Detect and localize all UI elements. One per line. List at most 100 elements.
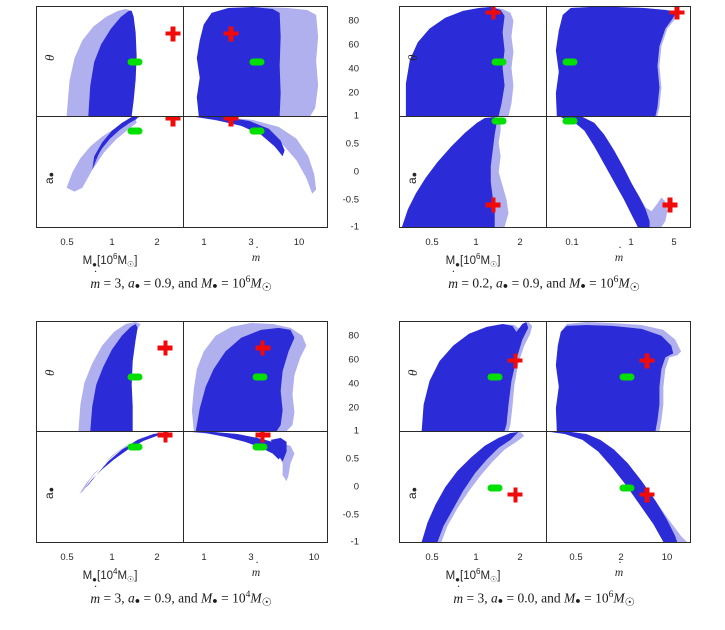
ylabel-theta: θ [42, 369, 57, 376]
panel-caption: m = 3, a● = 0.9, and M● = 106M☉ [0, 267, 362, 295]
xtick: 0.1 [565, 237, 579, 248]
subplot-spin-vs-mdot [183, 431, 328, 543]
ytick: 60 [348, 354, 359, 366]
subplot-theta-vs-mdot [546, 6, 691, 117]
xtick: 1 [201, 552, 207, 563]
xtick: 0.5 [425, 552, 439, 563]
contour-region [184, 432, 327, 542]
xtick: 1 [109, 552, 115, 563]
ylabel-theta: θ [405, 369, 420, 376]
ytick: -1 [350, 536, 359, 548]
subplot-theta-vs-mass [399, 6, 547, 117]
xtick: 3 [248, 552, 254, 563]
panel-caption: m = 3, a● = 0.0, and M● = 106M☉ [363, 582, 725, 610]
subplot-spin-vs-mass [399, 116, 547, 228]
xtick: 2 [517, 237, 523, 248]
subplot-theta-vs-mdot [546, 321, 691, 432]
xtick: 1 [473, 237, 479, 248]
subplot-theta-vs-mdot [183, 321, 328, 432]
xtick: 0.5 [569, 552, 583, 563]
xtick: 3 [248, 237, 254, 248]
subplot-theta-vs-mdot [183, 6, 328, 117]
xlabel-mdot: m [615, 558, 623, 579]
xtick: 2 [154, 237, 160, 248]
xtick: 1 [473, 552, 479, 563]
ytick: 80 [348, 330, 359, 342]
contour-region [400, 322, 546, 431]
contour-region [184, 117, 327, 227]
contour-region [184, 7, 327, 116]
ytick: 20 [348, 87, 359, 99]
contour-region [400, 432, 546, 542]
ytick: 60 [348, 39, 359, 51]
contour-region [37, 322, 183, 431]
xlabel-mdot: m [615, 243, 623, 264]
xtick: 1 [201, 237, 207, 248]
xtick: 0.5 [60, 552, 74, 563]
xtick: 2 [517, 552, 523, 563]
xlabel-mdot: m [252, 558, 260, 579]
ylabel-theta: θ [42, 54, 57, 61]
contour-region [547, 117, 690, 227]
xtick: 2 [154, 552, 160, 563]
contour-region [184, 322, 327, 431]
contour-region [547, 322, 690, 431]
xtick: 5 [671, 237, 677, 248]
panel-caption: m = 3, a● = 0.9, and M● = 104M☉ [0, 582, 362, 610]
panel-top-right: 80 60 40 20 1 0.5 0 -0.5 -1 θ a● 0.5 1 2… [343, 0, 725, 315]
xlabel-mass: M●[106M☉] [82, 252, 138, 270]
xtick: 10 [661, 552, 673, 563]
ytick: 40 [348, 378, 359, 390]
ytick: 0.5 [345, 453, 359, 465]
contour-region [400, 7, 546, 116]
contour-region [547, 7, 690, 116]
subplot-spin-vs-mass [36, 116, 184, 228]
ylabel-theta: θ [405, 54, 420, 61]
contour-region [37, 432, 183, 542]
panel-top-left: 80 60 40 20 1 0.8 0.6 0.4 0.2 θ a● 0.5 1… [0, 0, 362, 315]
ylabel-spin: a● [405, 486, 419, 499]
ytick: 1 [353, 425, 359, 437]
xtick: 10 [308, 552, 320, 563]
ytick: 1 [353, 110, 359, 122]
ytick: -0.5 [342, 194, 359, 206]
ytick: 40 [348, 63, 359, 75]
axes-grid: 80 60 40 20 1 0.8 0.6 0.4 0.2 θ a● 0.5 1… [36, 6, 328, 269]
axes-grid: 80 60 40 20 1 0.8 0.6 0.4 0.2 θ a● 0.5 1… [36, 321, 328, 584]
axes-grid: 80 60 40 20 1 0.5 0 -0.5 -1 θ a● 0.5 1 2… [343, 321, 691, 584]
ytick: 20 [348, 402, 359, 414]
xtick: 10 [293, 237, 305, 248]
panel-caption: m = 0.2, a● = 0.9, and M● = 106M☉ [363, 267, 725, 295]
ytick: 80 [348, 15, 359, 27]
panel-bottom-right: 80 60 40 20 1 0.5 0 -0.5 -1 θ a● 0.5 1 2… [343, 315, 725, 630]
ytick: 0.5 [345, 138, 359, 150]
xtick: 1 [628, 237, 634, 248]
ylabel-spin: a● [405, 171, 419, 184]
contour-region [547, 432, 690, 542]
subplot-spin-vs-mdot [546, 431, 691, 543]
subplot-theta-vs-mass [399, 321, 547, 432]
ytick: -1 [350, 221, 359, 233]
xlabel-mass: M●[106M☉] [445, 567, 501, 585]
xlabel-mass: M●[106M☉] [445, 252, 501, 270]
xlabel-mass: M●[104M☉] [82, 567, 138, 585]
ytick: -0.5 [342, 509, 359, 521]
contour-region [37, 117, 183, 227]
subplot-spin-vs-mass [399, 431, 547, 543]
xlabel-mdot: m [252, 243, 260, 264]
subplot-spin-vs-mdot [546, 116, 691, 228]
subplot-theta-vs-mass [36, 6, 184, 117]
axes-grid: 80 60 40 20 1 0.5 0 -0.5 -1 θ a● 0.5 1 2… [343, 6, 691, 269]
xtick: 0.5 [60, 237, 74, 248]
ytick: 0 [353, 166, 359, 178]
ylabel-spin: a● [42, 486, 56, 499]
panel-bottom-left: 80 60 40 20 1 0.8 0.6 0.4 0.2 θ a● 0.5 1… [0, 315, 362, 630]
ylabel-spin: a● [42, 171, 56, 184]
subplot-theta-vs-mass [36, 321, 184, 432]
subplot-spin-vs-mdot [183, 116, 328, 228]
contour-region [400, 117, 546, 227]
contour-region [37, 7, 183, 116]
xtick: 0.5 [425, 237, 439, 248]
xtick: 1 [109, 237, 115, 248]
